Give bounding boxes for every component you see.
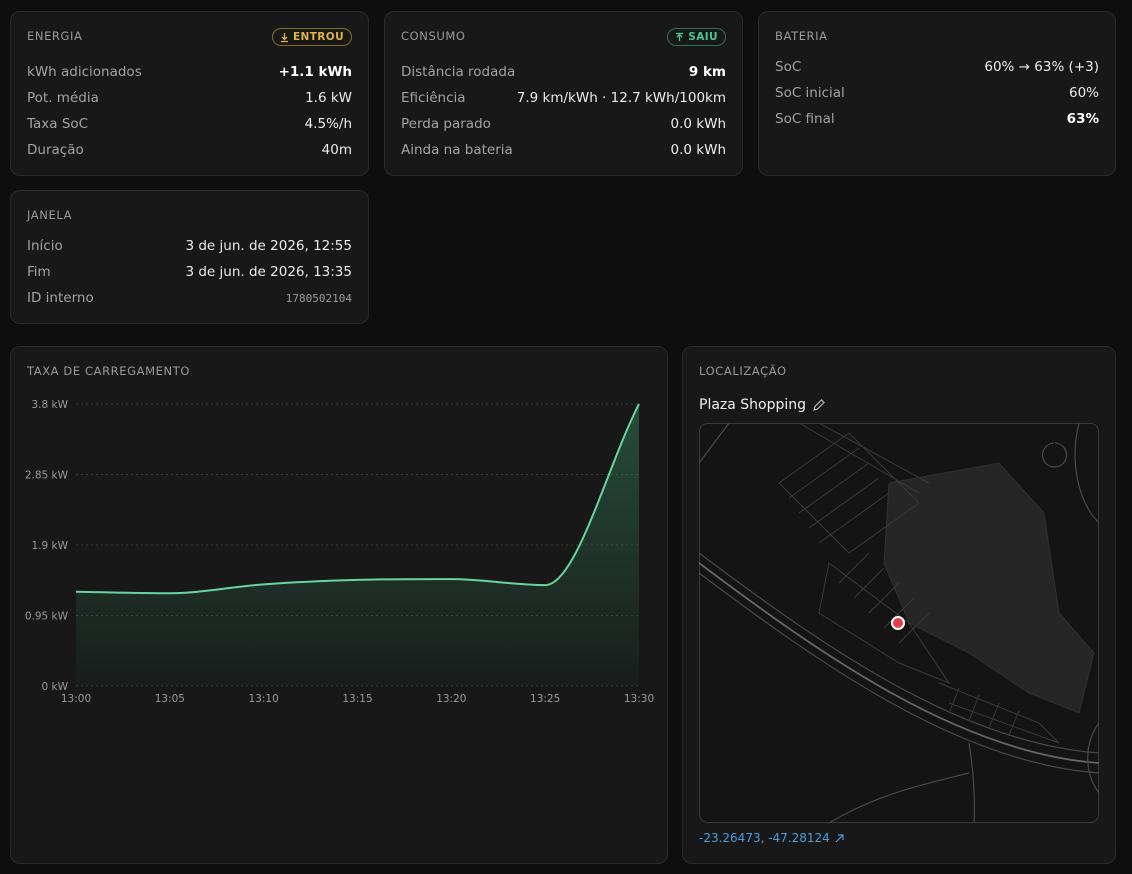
label: SoC bbox=[775, 59, 802, 75]
row: Pot. média 1.6 kW bbox=[27, 85, 352, 111]
value: 1780502104 bbox=[285, 291, 352, 305]
label: SoC final bbox=[775, 111, 835, 127]
card-title: ENERGIA bbox=[27, 29, 83, 43]
chart: 0 kW 0.95 kW 1.9 kW 2.85 kW 3.8 kW 13:00 13:05… bbox=[25, 399, 654, 705]
coordinates: -23.26473, -47.28124 bbox=[699, 831, 830, 845]
label: Ainda na bateria bbox=[401, 142, 513, 158]
value: 7.9 km/kWh · 12.7 kWh/100km bbox=[516, 90, 726, 106]
place-name: Plaza Shopping bbox=[699, 397, 807, 413]
y-tick-label: 0 kW bbox=[42, 681, 69, 693]
edit-icon[interactable] bbox=[812, 398, 826, 412]
upload-icon bbox=[676, 32, 684, 41]
badge: SAIU bbox=[667, 28, 726, 46]
badge: ENTROU bbox=[271, 28, 352, 46]
row: SoC inicial 60% bbox=[775, 80, 1099, 106]
row: SoC 60% → 63% (+3) bbox=[775, 54, 1099, 80]
row: SoC final 63% bbox=[775, 106, 1099, 132]
rows: kWh adicionados +1.1 kWh Pot. média 1.6 kW… bbox=[27, 59, 352, 163]
value: 60% → 63% (+3) bbox=[984, 59, 1099, 75]
x-tick-label: 13:15 bbox=[342, 693, 372, 705]
label: Fim bbox=[27, 264, 51, 280]
x-tick-label: 13:05 bbox=[155, 693, 185, 705]
map[interactable] bbox=[699, 423, 1099, 823]
location-card: LOCALIZAÇÃO Plaza Shopping bbox=[682, 346, 1116, 864]
label: kWh adicionados bbox=[27, 64, 142, 80]
area bbox=[76, 404, 639, 686]
y-tick-label: 1.9 kW bbox=[32, 540, 69, 552]
rows: SoC 60% → 63% (+3) SoC inicial 60% SoC fin… bbox=[775, 54, 1099, 132]
label: Distância rodada bbox=[401, 64, 516, 80]
card-title: LOCALIZAÇÃO bbox=[699, 364, 787, 378]
row: ID interno 1780502104 bbox=[27, 285, 352, 311]
card-title: JANELA bbox=[27, 208, 73, 222]
rows: Início 3 de jun. de 2026, 12:55 Fim 3 de j… bbox=[27, 233, 352, 311]
row: Ainda na bateria 0.0 kWh bbox=[401, 137, 726, 163]
card-title: BATERIA bbox=[775, 29, 828, 43]
coordinates-link[interactable]: -23.26473, -47.28124 bbox=[699, 831, 845, 845]
consumption-card: CONSUMO SAIU Distância rodada 9 km Eficiê… bbox=[384, 11, 743, 176]
badge-text: ENTROU bbox=[292, 31, 344, 43]
value: 40m bbox=[321, 142, 352, 158]
energy-card: ENERGIA ENTROU kWh adicionados +1.1 kWh P… bbox=[10, 11, 369, 176]
chart-title: TAXA DE CARREGAMENTO bbox=[27, 364, 190, 378]
label: Pot. média bbox=[27, 90, 99, 106]
label: Duração bbox=[27, 142, 84, 158]
x-tick-label: 13:30 bbox=[624, 693, 654, 705]
y-tick-label: 3.8 kW bbox=[32, 399, 69, 411]
x-tick-label: 13:10 bbox=[249, 693, 279, 705]
line bbox=[75, 403, 640, 595]
row: Início 3 de jun. de 2026, 12:55 bbox=[27, 233, 352, 259]
y-tick-label: 0.95 kW bbox=[25, 611, 69, 623]
value: 0.0 kWh bbox=[670, 142, 726, 158]
value: 63% bbox=[1066, 111, 1099, 127]
x-tick-label: 13:25 bbox=[530, 693, 560, 705]
row: Eficiência 7.9 km/kWh · 12.7 kWh/100km bbox=[401, 85, 726, 111]
row: Perda parado 0.0 kWh bbox=[401, 111, 726, 137]
label: ID interno bbox=[27, 290, 94, 306]
value: 4.5%/h bbox=[304, 116, 352, 132]
row: Fim 3 de jun. de 2026, 13:35 bbox=[27, 259, 352, 285]
location-pin bbox=[891, 616, 905, 630]
battery-card: BATERIA SoC 60% → 63% (+3) SoC inicial 60%… bbox=[758, 11, 1116, 176]
y-tick-label: 2.85 kW bbox=[25, 470, 69, 482]
value: 60% bbox=[1068, 85, 1099, 101]
row: Distância rodada 9 km bbox=[401, 59, 726, 85]
value: 1.6 kW bbox=[305, 90, 352, 106]
row: Taxa SoC 4.5%/h bbox=[27, 111, 352, 137]
download-icon bbox=[280, 32, 288, 42]
x-tick-label: 13:00 bbox=[61, 693, 91, 705]
rows: Distância rodada 9 km Eficiência 7.9 km/kW… bbox=[401, 59, 726, 163]
label: Perda parado bbox=[401, 116, 491, 132]
value: 0.0 kWh bbox=[670, 116, 726, 132]
x-tick-label: 13:20 bbox=[436, 693, 466, 705]
label: Taxa SoC bbox=[27, 116, 89, 132]
label: SoC inicial bbox=[775, 85, 845, 101]
value: 3 de jun. de 2026, 13:35 bbox=[185, 264, 352, 280]
label: Início bbox=[27, 238, 63, 254]
window-card: JANELA Início 3 de jun. de 2026, 12:55 Fi… bbox=[10, 190, 369, 324]
chart-card: TAXA DE CARREGAMENTO 0 kW 0.95 kW 1.9 kW 2.… bbox=[10, 346, 668, 864]
value: 3 de jun. de 2026, 12:55 bbox=[185, 238, 352, 254]
badge-text: SAIU bbox=[688, 31, 718, 43]
external-link-icon bbox=[835, 833, 844, 842]
card-title: CONSUMO bbox=[401, 29, 466, 43]
row: Duração 40m bbox=[27, 137, 352, 163]
label: Eficiência bbox=[401, 90, 466, 106]
row: kWh adicionados +1.1 kWh bbox=[27, 59, 352, 85]
value: 9 km bbox=[688, 64, 726, 80]
value: +1.1 kWh bbox=[278, 64, 352, 80]
place-row: Plaza Shopping bbox=[699, 397, 826, 413]
